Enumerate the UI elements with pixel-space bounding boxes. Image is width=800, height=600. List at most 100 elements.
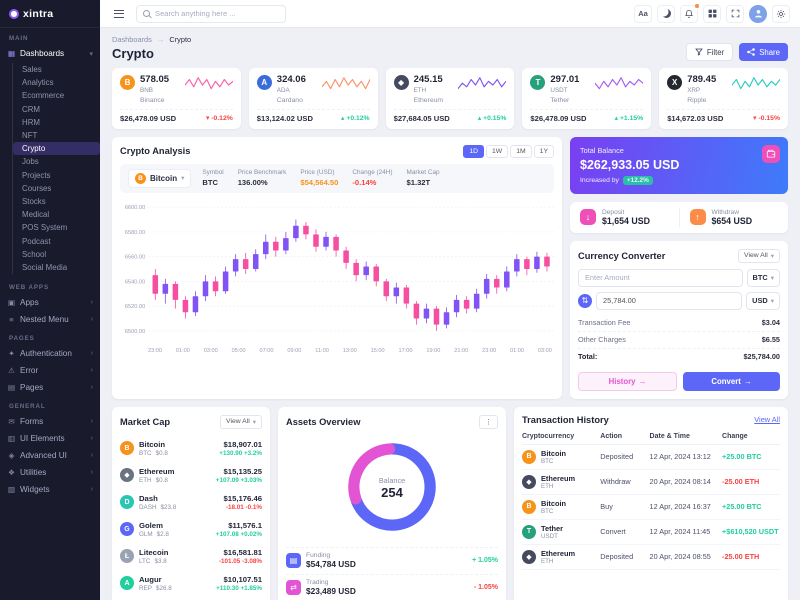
hamburger-menu-button[interactable] (110, 4, 128, 23)
transaction-row[interactable]: ◆ Ethereum ETH Deposited 20 Apr, 2024 08:55 -… (522, 545, 780, 570)
sidebar-item-nested-menu[interactable]: ≡ Nested Menu › (0, 311, 100, 328)
coin-value: $15,135.25 (223, 466, 262, 476)
analysis-range-1m[interactable]: 1M (510, 144, 532, 158)
transactions-view-all-link[interactable]: View All (754, 415, 780, 425)
dashboards-icon: ▦ (7, 49, 16, 58)
dark-mode-button[interactable] (657, 4, 675, 23)
stat-card-xrp[interactable]: X 789.45 XRP Ripple $14,672.03 USD ▾ -0.15% (659, 68, 788, 129)
translate-button[interactable]: Aa (634, 4, 652, 23)
sidebar-item-advanced-ui[interactable]: ◈ Advanced UI › (0, 447, 100, 464)
sidebar-item-social-media[interactable]: Social Media (22, 262, 68, 272)
sidebar-item-widgets[interactable]: ▧ Widgets › (0, 481, 100, 498)
app-logo[interactable]: xintra (0, 0, 100, 28)
coin-meta-row: B Bitcoin ▾ Symbol BTC Price Benchmark 136.… (120, 163, 554, 193)
assets-overview-title: Assets Overview (286, 416, 361, 427)
converter-view-all-button[interactable]: View All ▾ (738, 248, 780, 263)
stat-card-eth[interactable]: ◆ 245.15 ETH Ethereum $27,684.05 USD ▴ +0.15… (385, 68, 515, 129)
stat-card-ada[interactable]: A 324.06 ADA Cardano $13,124.02 USD ▴ +0.12% (248, 68, 378, 129)
market-cap-row-dash[interactable]: D Dash DASH $23.8 $15,176.46 -18.01 -0.1% (120, 489, 262, 516)
user-avatar[interactable] (749, 4, 767, 23)
market-cap-row-golem[interactable]: G Golem GLM $2.8 $11,576.1 +107.08 +0.02% (120, 516, 262, 543)
assets-menu-button[interactable]: ⋮ (479, 414, 498, 429)
sidebar-item-ecommerce[interactable]: Ecommerce (22, 91, 65, 101)
sidebar-item-dashboards[interactable]: ▦ Dashboards ▾ (0, 45, 100, 62)
market-cap-row-bitcoin[interactable]: B Bitcoin BTC $0.8 $18,907.01 +130.90 +3.2% (120, 435, 262, 462)
convert-button[interactable]: Convert → (683, 371, 780, 391)
chevron-down-icon: ▾ (181, 175, 185, 183)
transaction-row[interactable]: T Tether USDT Convert 12 Apr, 2024 11:45 +$61… (522, 520, 780, 545)
analysis-range-1y[interactable]: 1Y (533, 144, 554, 158)
fee-row-other-charges: Other Charges $6.55 (578, 332, 780, 349)
market-cap-card: Market Cap View All ▾ B Bitcoin BTC $0.8 $18… (112, 406, 270, 600)
market-cap-row-augur[interactable]: A Augur REP $26.8 $10,107.51 +110.30 +1.85% (120, 570, 262, 597)
convert-amount-input[interactable] (578, 268, 743, 287)
market-cap-row-litecoin[interactable]: Ł Litecoin LTC $3.8 $16,581.81 -101.05 -3.08% (120, 543, 262, 570)
deposit-summary[interactable]: ↓ Deposit $1,654 USD (570, 208, 679, 227)
stat-card-bnb[interactable]: B 578.05 BNB Binance $26,478.09 USD ▾ -0.12% (112, 68, 241, 129)
sidebar-item-crypto[interactable]: Crypto (13, 142, 100, 156)
sidebar-item-error[interactable]: ⚠ Error › (0, 362, 100, 379)
txn-coin-ticker: BTC (541, 457, 554, 465)
txn-action: Withdraw (600, 477, 631, 487)
from-currency-select[interactable]: BTC ▾ (746, 268, 780, 287)
sidebar-item-courses[interactable]: Courses (22, 183, 52, 193)
sidebar-item-stocks[interactable]: Stocks (22, 196, 46, 206)
fullscreen-button[interactable] (726, 4, 744, 23)
sidebar-item-nft[interactable]: NFT (22, 131, 38, 141)
settings-button[interactable] (772, 4, 790, 23)
meta-change-24h-: Change (24H) -0.14% (352, 169, 392, 187)
notifications-button[interactable] (680, 3, 700, 23)
sidebar-item-utilities[interactable]: ❖ Utilities › (0, 464, 100, 481)
chevron-icon: › (90, 469, 93, 476)
sidebar-item-medical[interactable]: Medical (22, 210, 50, 220)
fee-label: Total: (578, 352, 598, 362)
chevron-icon: › (90, 299, 93, 306)
sidebar-item-forms[interactable]: ✉ Forms › (0, 413, 100, 430)
search-input[interactable] (155, 9, 279, 18)
stat-usd-value: $26,478.09 USD (530, 113, 587, 123)
coin-name: Ethereum (139, 466, 175, 476)
sidebar-item-pages[interactable]: ▤ Pages › (0, 379, 100, 396)
analysis-range-1d[interactable]: 1D (463, 144, 485, 158)
transaction-row[interactable]: ◆ Ethereum ETH Withdraw 20 Apr, 2024 08:14 -2… (522, 470, 780, 495)
converted-amount-input[interactable] (596, 291, 743, 310)
sidebar-item-apps[interactable]: ▣ Apps › (0, 294, 100, 311)
sidebar-item-analytics[interactable]: Analytics (22, 78, 54, 88)
coin-select[interactable]: B Bitcoin ▾ (128, 168, 192, 188)
sidebar-item-jobs[interactable]: Jobs (22, 157, 39, 167)
topbar: Aa (100, 0, 800, 28)
meta-price-benchmark: Price Benchmark 136.00% (238, 169, 287, 187)
sidebar-item-projects[interactable]: Projects (22, 170, 51, 180)
withdraw-summary[interactable]: ↑ Withdraw $654 USD (678, 207, 789, 227)
market-cap-view-all-button[interactable]: View All ▾ (220, 414, 262, 429)
txn-coin-ticker: BTC (541, 507, 554, 515)
meta-value: 136.00% (237, 178, 268, 188)
transaction-row[interactable]: B Bitcoin BTC Buy 12 Apr, 2024 16:37 +25.00 B… (522, 495, 780, 520)
history-button[interactable]: History → (578, 371, 677, 391)
bitcoin-icon: B (522, 499, 536, 514)
market-cap-row-ethereum[interactable]: ◆ Ethereum ETH $0.8 $15,135.25 +107.09 +3.03% (120, 462, 262, 489)
analysis-range-1w[interactable]: 1W (486, 144, 509, 158)
arrow-right-icon: → (743, 376, 752, 386)
transaction-row[interactable]: B Bitcoin BTC Deposited 12 Apr, 2024 13:12 +2… (522, 445, 780, 470)
to-currency-select[interactable]: USD ▾ (746, 291, 780, 310)
swap-currencies-icon[interactable]: ⇅ (578, 293, 592, 308)
sidebar-item-podcast[interactable]: Podcast (22, 236, 51, 246)
sidebar-item-ui-elements[interactable]: ▥ UI Elements › (0, 430, 100, 447)
global-search (136, 4, 286, 23)
sidebar-item-hrm[interactable]: HRM (22, 117, 40, 127)
sidebar-item-crm[interactable]: CRM (22, 104, 40, 114)
sidebar-item-pos-system[interactable]: POS System (22, 223, 68, 233)
stat-card-usdt[interactable]: T 297.01 USDT Tether $26,478.09 USD ▴ +1.15% (522, 68, 652, 129)
sidebar-item-sales[interactable]: Sales (22, 65, 42, 75)
sidebar-item-authentication[interactable]: ✦ Authentication › (0, 345, 100, 362)
trading-legend-row: ⇄ Trading $23,489 USD - 1.05% (286, 573, 498, 600)
breadcrumb-dashboards[interactable]: Dashboards (112, 35, 152, 44)
apps-grid-button[interactable] (703, 4, 721, 23)
stat-amount: 578.05 BNB (140, 74, 170, 95)
x-axis-label: 21:00 (454, 347, 469, 354)
filter-button[interactable]: Filter (685, 43, 734, 61)
tether-icon: T (522, 524, 536, 539)
sidebar-item-school[interactable]: School (22, 249, 47, 259)
share-button[interactable]: Share (739, 43, 788, 61)
